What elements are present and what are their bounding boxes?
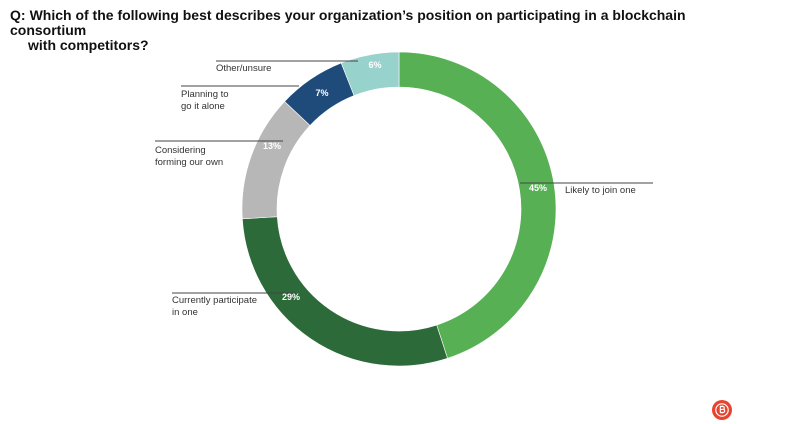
question-prefix: Q: — [10, 7, 26, 23]
bitcoin-icon — [712, 400, 732, 420]
slice-value-label-1: 29% — [282, 292, 300, 302]
donut-slice-2 — [241, 101, 311, 220]
slice-label-2-line-1: forming our own — [155, 157, 223, 168]
slice-value-label-0: 45% — [529, 183, 547, 193]
donut-slice-4 — [340, 51, 400, 96]
question-line-2: with competitors? — [28, 37, 149, 53]
slice-label-4-line-0: Other/unsure — [216, 63, 271, 74]
slice-label-2-line-0: Considering — [155, 145, 206, 156]
slice-label-3-line-0: Planning to — [181, 89, 229, 100]
question-line-1: Which of the following best describes yo… — [10, 7, 686, 38]
chart-question: Q: Which of the following best describes … — [10, 8, 730, 53]
slice-label-1-line-1: in one — [172, 307, 198, 318]
slice-label-1-line-0: Currently participate — [172, 295, 257, 306]
donut-slice-1 — [241, 216, 448, 367]
slice-label-3-line-1: go it alone — [181, 101, 225, 112]
slice-value-label-2: 13% — [263, 141, 281, 151]
donut-slice-0 — [398, 51, 557, 359]
slice-label-0-line-0: Likely to join one — [565, 185, 636, 196]
slice-value-label-3: 7% — [315, 88, 328, 98]
slice-value-label-4: 6% — [368, 60, 381, 70]
